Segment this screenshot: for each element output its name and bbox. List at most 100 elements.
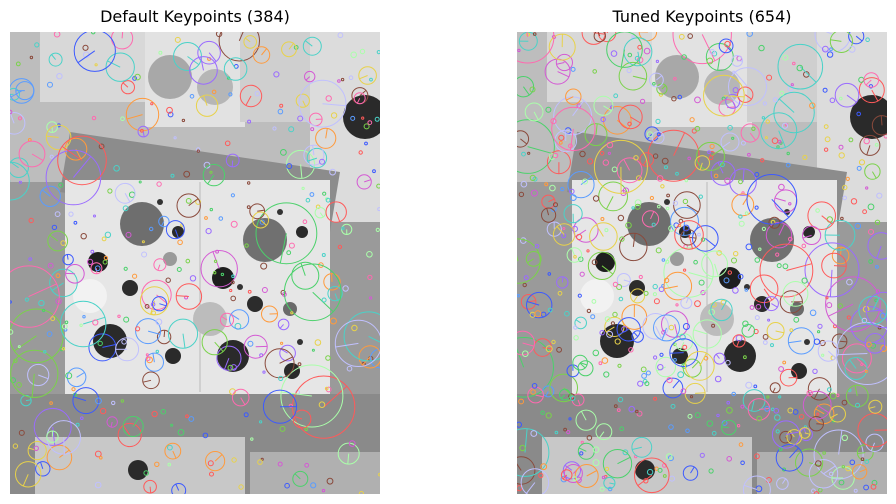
keypoint [725, 93, 741, 109]
keypoint-circle [675, 171, 679, 176]
keypoint [231, 457, 237, 463]
keypoint-orientation [631, 446, 642, 450]
keypoint-orientation [142, 131, 145, 137]
keypoint-circle [809, 102, 816, 109]
keypoint [103, 255, 109, 261]
keypoint [49, 401, 53, 405]
keypoint [337, 442, 360, 465]
keypoint-orientation [865, 79, 872, 86]
keypoint-orientation [597, 32, 601, 37]
keypoint-circle [563, 427, 567, 432]
keypoint-orientation [25, 399, 32, 402]
keypoint-orientation [763, 288, 773, 301]
keypoint-circle [111, 400, 116, 406]
keypoint [646, 131, 653, 138]
keypoint-orientation [77, 50, 96, 64]
keypoint [592, 446, 600, 454]
keypoint-circle [314, 339, 322, 346]
keypoint-circle [72, 387, 100, 415]
keypoint [689, 395, 694, 399]
keypoint [870, 483, 877, 490]
keypoint-circle [663, 247, 714, 298]
keypoint [522, 282, 527, 288]
keypoint-orientation [110, 421, 113, 428]
keypoint-circle [825, 296, 829, 300]
keypoint-orientation [632, 75, 647, 80]
keypoint-orientation [556, 226, 565, 235]
panel-title-default: Default Keypoints (384) [100, 7, 290, 26]
keypoint-orientation [38, 374, 49, 380]
keypoint [725, 359, 731, 366]
keypoint-circle [517, 32, 555, 64]
keypoint [277, 108, 284, 115]
keypoint [522, 350, 529, 358]
keypoint [611, 166, 618, 173]
keypoint [788, 236, 793, 242]
keypoint [255, 202, 318, 265]
keypoint-circle [661, 258, 666, 262]
keypoint-circle [177, 429, 185, 436]
keypoint [346, 365, 353, 372]
keypoint [185, 198, 192, 204]
keypoint-circle [156, 329, 172, 345]
keypoint-circle [639, 152, 654, 167]
keypoint [230, 280, 235, 285]
keypoint [593, 32, 606, 43]
keypoint [570, 66, 576, 72]
keypoint-circle [323, 273, 341, 291]
keypoint [150, 302, 156, 307]
keypoint-orientation [859, 468, 867, 473]
keypoint-circle [94, 450, 102, 458]
keypoint-circle [871, 479, 878, 486]
keypoint-circle [666, 377, 673, 384]
scene-dot [700, 302, 734, 336]
keypoint [93, 214, 96, 218]
scene-dot [243, 218, 287, 262]
keypoint-circle [607, 151, 612, 155]
keypoint-circle [97, 340, 103, 347]
keypoint-orientation [163, 330, 166, 338]
keypoint-circle [709, 143, 715, 150]
keypoint-circle [710, 298, 733, 322]
keypoint [10, 161, 30, 201]
keypoint-orientation [261, 48, 268, 56]
keypoint-circle [707, 150, 711, 154]
keypoint-circle [733, 251, 739, 257]
keypoint-circle [520, 294, 537, 310]
keypoint-circle [628, 347, 634, 353]
keypoint-circle [689, 117, 695, 123]
keypoint-orientation [281, 391, 312, 397]
keypoint-circle [541, 207, 557, 223]
keypoint-orientation [747, 325, 753, 332]
scene-dot [580, 279, 614, 313]
keypoint-circle [668, 424, 674, 430]
keypoint-orientation [642, 159, 648, 166]
keypoint [348, 75, 354, 81]
keypoint-circle [530, 389, 536, 395]
keypoint-circle [145, 356, 151, 362]
keypoint-orientation [528, 300, 536, 303]
keypoint-orientation [846, 94, 857, 103]
keypoint-orientation [142, 379, 152, 383]
keypoint [102, 259, 108, 265]
keypoint [838, 152, 845, 159]
keypoint [377, 207, 380, 212]
keypoint [565, 88, 582, 105]
keypoint-circle [197, 40, 221, 65]
keypoint-orientation [791, 293, 796, 306]
keypoint-circle [15, 61, 21, 67]
keypoint [736, 424, 741, 428]
keypoint-circle [709, 49, 715, 55]
keypoint-circle [125, 97, 160, 132]
keypoint-circle [606, 32, 643, 68]
keypoint-circle [838, 152, 845, 159]
keypoint [329, 168, 337, 176]
keypoint [664, 165, 668, 170]
keypoint-circle [10, 308, 64, 364]
keypoint-circle [762, 340, 768, 345]
keypoint [636, 175, 642, 182]
keypoint-circle [250, 437, 254, 441]
keypoint [259, 219, 265, 225]
keypoint [778, 395, 782, 399]
keypoint [591, 299, 597, 304]
